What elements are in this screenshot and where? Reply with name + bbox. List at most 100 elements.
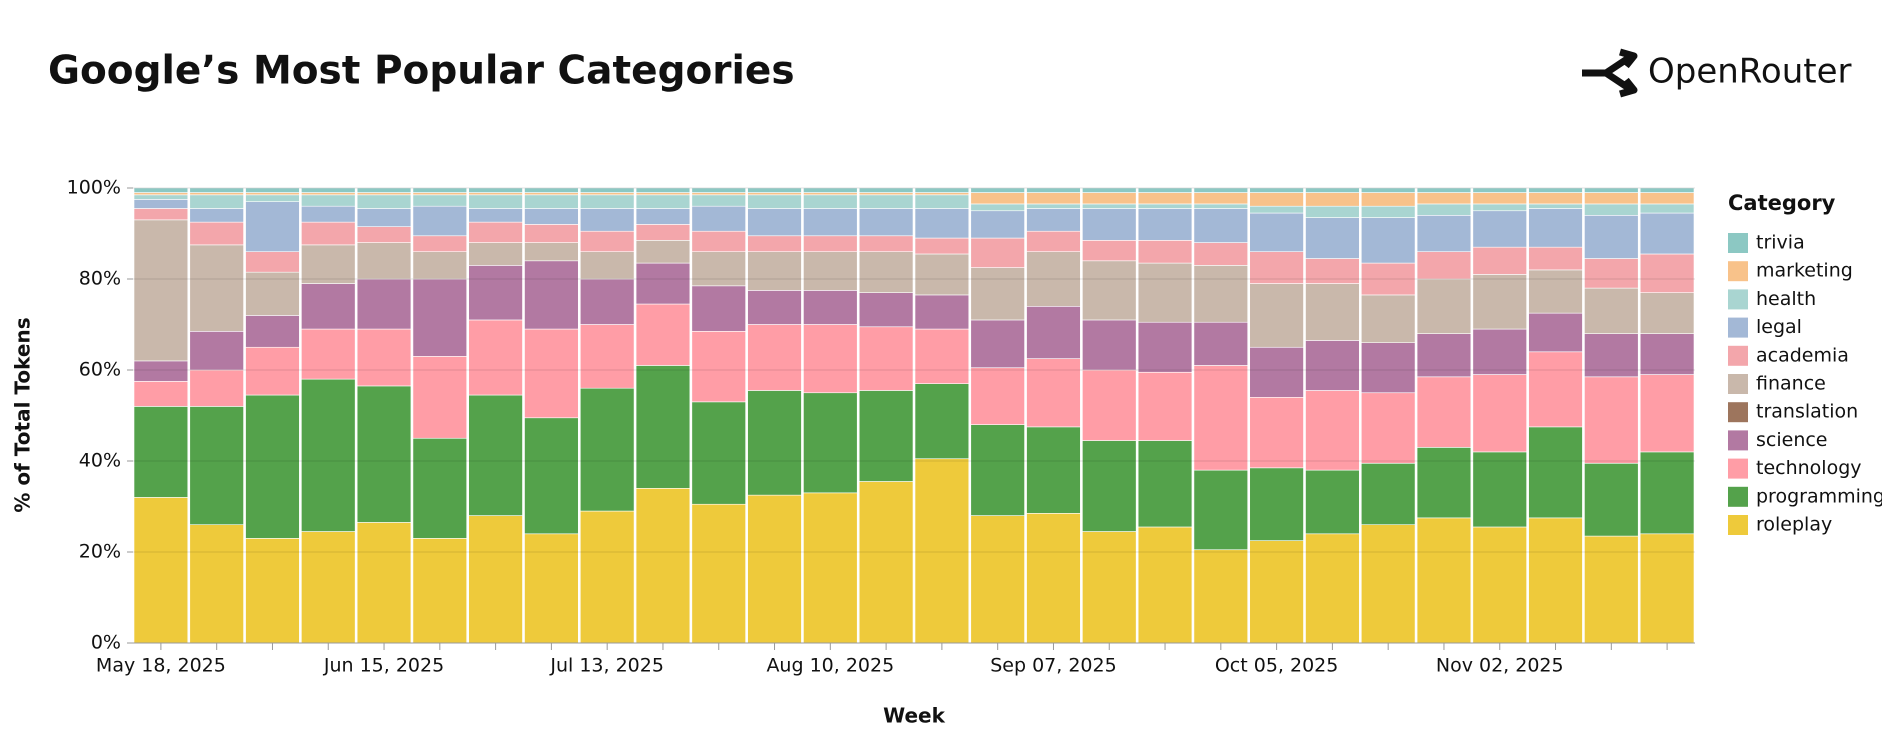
bar-segment <box>858 390 914 482</box>
bar-segment <box>468 265 523 321</box>
bar-segment <box>1584 535 1639 644</box>
bar-segment <box>803 324 858 394</box>
bar-segment <box>691 194 746 207</box>
bar-segment <box>301 221 356 246</box>
bar-segment <box>133 187 189 193</box>
bar-segment <box>301 187 356 193</box>
bar-segment <box>1082 319 1137 371</box>
bar-segment <box>356 192 412 196</box>
legend-swatch <box>1728 430 1748 451</box>
bar-segment <box>747 390 802 496</box>
legend-swatch <box>1728 458 1748 479</box>
bar-segment <box>579 208 635 232</box>
bar-segment <box>1305 192 1360 207</box>
x-tick-label: Oct 05, 2025 <box>1215 655 1339 677</box>
bar-segment <box>635 303 691 366</box>
bar-segment <box>1305 390 1360 471</box>
bar-segment <box>189 244 244 332</box>
bar-segment <box>1249 251 1304 284</box>
bar-segment <box>1416 251 1472 280</box>
bar-segment <box>635 262 691 305</box>
bar-segment <box>579 278 635 325</box>
legend-swatch <box>1728 233 1748 253</box>
bar-segment <box>1360 187 1416 193</box>
bar-segment <box>1249 187 1304 193</box>
bar-segment <box>1639 253 1695 293</box>
bar-segment <box>189 524 244 644</box>
bar-segment <box>412 194 468 207</box>
bar-segment <box>970 319 1025 369</box>
bar-segment <box>1137 187 1193 193</box>
bar-segment <box>1137 371 1193 441</box>
legend-swatch <box>1728 317 1748 338</box>
bar-segment <box>1082 369 1137 441</box>
bar-segment <box>356 385 412 523</box>
legend-swatch <box>1728 486 1748 507</box>
bar-segment <box>691 285 746 332</box>
bar-segment <box>301 194 356 207</box>
legend-label: academia <box>1756 344 1849 366</box>
bar-segment <box>1360 524 1416 644</box>
bar-segment <box>747 251 802 291</box>
bar-segment <box>1305 340 1360 391</box>
bar-segment <box>524 224 579 243</box>
legend-label: marketing <box>1756 260 1853 282</box>
bar-segment <box>1305 258 1360 284</box>
bar-segment <box>579 387 635 512</box>
legend-label: roleplay <box>1756 514 1832 536</box>
bar-segment <box>635 365 691 489</box>
bar-segment <box>1584 462 1639 537</box>
bar-segment <box>301 328 356 380</box>
bar-segment <box>914 458 970 644</box>
bar-segment <box>1584 333 1639 378</box>
bar-segment <box>468 192 523 196</box>
bar-segment <box>1082 440 1137 532</box>
bar-segment <box>1639 451 1695 535</box>
bar-segment <box>1249 283 1304 348</box>
bar-segment <box>1360 192 1416 207</box>
bar-segment <box>635 224 691 241</box>
bar-segment <box>1082 192 1137 205</box>
bar-segment <box>1026 230 1081 253</box>
bar-segment <box>356 226 412 243</box>
bar-segment <box>1026 251 1081 307</box>
bar-segment <box>412 356 468 439</box>
bar-segment <box>524 328 579 419</box>
bar-segment <box>1026 192 1081 205</box>
bar-segment <box>356 242 412 280</box>
bar-segment <box>858 235 914 252</box>
bar-segment <box>1193 365 1249 471</box>
bar-segment <box>1472 203 1527 212</box>
bar-segment <box>133 199 189 209</box>
bar-segment <box>1026 513 1081 644</box>
x-tick-label: Jun 15, 2025 <box>323 655 444 677</box>
bar-segment <box>1193 203 1249 209</box>
bar-segment <box>1472 246 1527 275</box>
bar-segment <box>1249 205 1304 214</box>
bar-segment <box>691 187 746 193</box>
bar-segment <box>189 369 244 407</box>
x-tick-label: Aug 10, 2025 <box>766 655 894 677</box>
bar-segment <box>635 240 691 264</box>
bar-segment <box>245 271 300 316</box>
bar-segment <box>914 187 970 193</box>
bar-segment <box>1026 305 1081 359</box>
bar-segment <box>245 346 300 396</box>
brand-logo: OpenRouter <box>1582 48 1852 98</box>
bar-segment <box>1082 203 1137 209</box>
y-tick-label: 40% <box>79 450 121 472</box>
logo-icon <box>1582 48 1638 98</box>
bar-segment <box>1639 374 1695 453</box>
bar-segment <box>245 538 300 644</box>
bar-segment <box>1360 294 1416 343</box>
bar-segment <box>803 187 858 193</box>
bar-segment <box>635 487 691 644</box>
bar-segment <box>524 242 579 262</box>
bar-segment <box>1639 533 1695 644</box>
bar-segment <box>1193 208 1249 243</box>
bar-segment <box>468 208 523 223</box>
legend-label: finance <box>1756 373 1826 395</box>
bar-segment <box>412 251 468 280</box>
bar-segment <box>1584 187 1639 193</box>
bar-segment <box>1305 283 1360 341</box>
